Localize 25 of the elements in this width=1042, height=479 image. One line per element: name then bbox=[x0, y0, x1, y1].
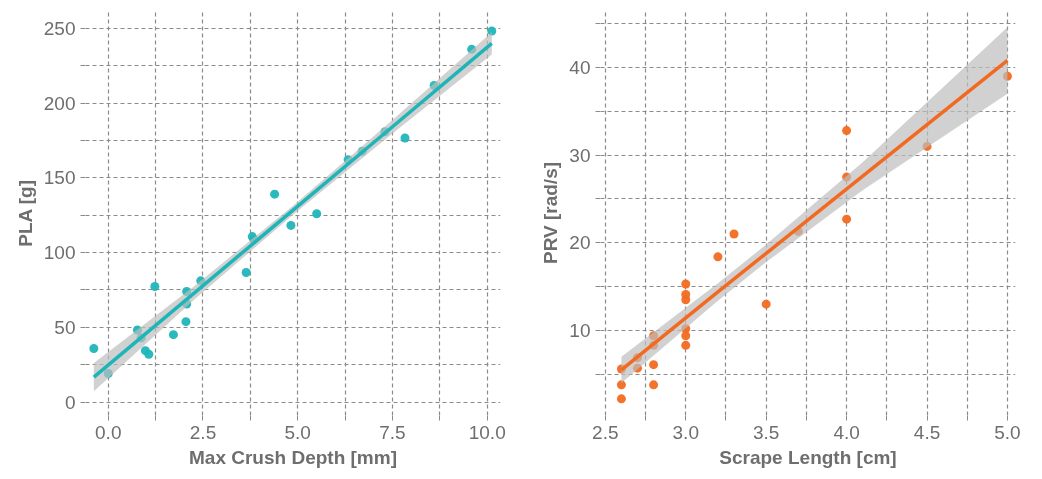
x-tick-label: 7.5 bbox=[379, 421, 406, 443]
x-tick-label: 3.5 bbox=[752, 421, 780, 443]
y-tick-label: 250 bbox=[43, 17, 76, 39]
y-tick-label: 50 bbox=[54, 316, 76, 338]
x-axis-title: Scrape Length [cm] bbox=[719, 446, 897, 468]
x-tick-label: 2.5 bbox=[189, 421, 217, 443]
x-tick-label: 4.0 bbox=[833, 421, 860, 443]
x-axis-title: Max Crush Depth [mm] bbox=[189, 446, 397, 468]
y-axis-title: PLA [g] bbox=[14, 179, 36, 247]
y-tick-label: 200 bbox=[43, 92, 76, 114]
y-tick-label: 40 bbox=[569, 56, 591, 78]
y-tick-label: 10 bbox=[569, 319, 591, 341]
x-tick-label: 2.5 bbox=[592, 421, 619, 443]
x-tick-label: 5.0 bbox=[284, 421, 311, 443]
y-tick-label: 100 bbox=[43, 242, 76, 264]
x-tick-label: 3.0 bbox=[672, 421, 699, 443]
y-tick-label: 30 bbox=[569, 144, 591, 166]
x-tick-label: 0.0 bbox=[95, 421, 122, 443]
y-axis-title: PRV [rad/s] bbox=[540, 161, 562, 265]
x-tick-label: 4.5 bbox=[913, 421, 941, 443]
y-tick-label: 150 bbox=[43, 167, 76, 189]
y-tick-label: 20 bbox=[569, 232, 591, 254]
x-tick-label: 5.0 bbox=[994, 421, 1021, 443]
y-tick-label: 0 bbox=[64, 391, 76, 413]
x-tick-label: 10.0 bbox=[468, 421, 506, 443]
